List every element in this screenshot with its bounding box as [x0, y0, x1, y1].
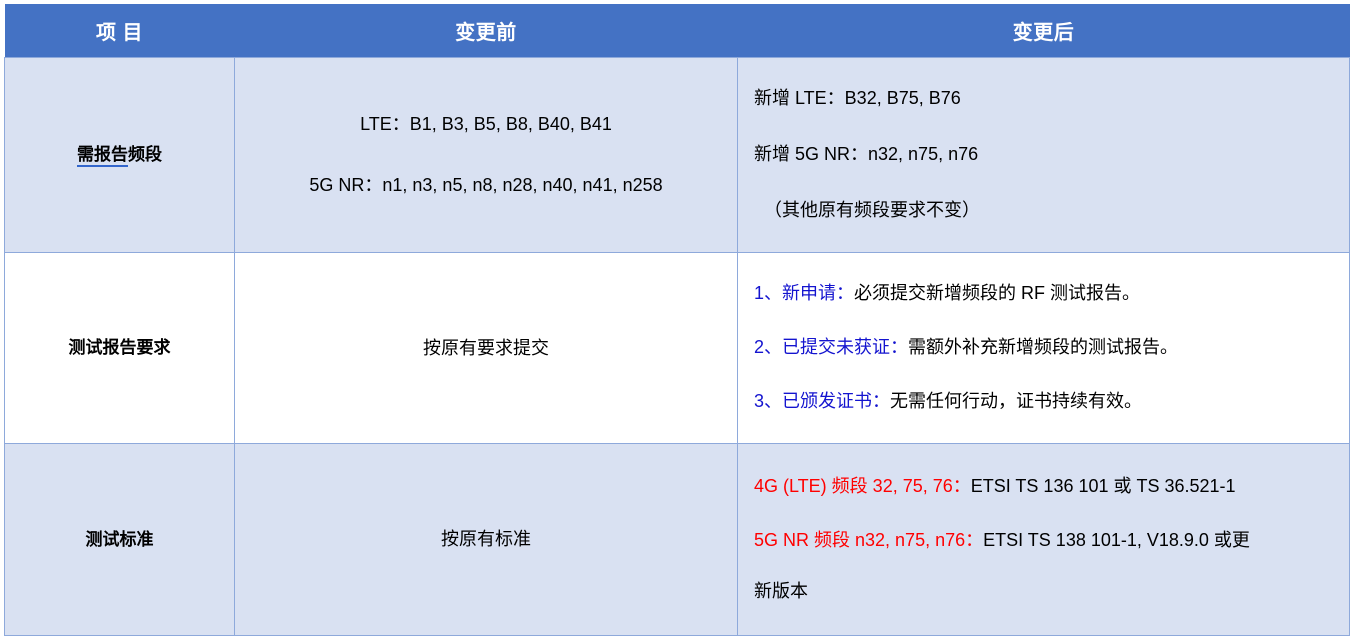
before-cell-test-report-requirement: 按原有要求提交: [234, 252, 738, 444]
standard-5g-keyword: 5G NR 频段 n32, n75, n76：: [754, 529, 984, 550]
after-added-nr-bands: 新增 5G NR：n32, n75, n76: [754, 144, 979, 165]
column-header-after: 变更后: [737, 4, 1350, 58]
item-1-description: 必须提交新增频段的 RF 测试报告。: [854, 283, 1141, 304]
row-label-cell-test-report-requirement: 测试报告要求: [4, 252, 235, 444]
row-label-underlined-part: 需报告: [77, 145, 128, 168]
after-content-test-report-requirement: 1、新申请：必须提交新增频段的 RF 测试报告。 2、已提交未获证：需额外补充新…: [738, 271, 1349, 425]
table-row: 需报告频段 LTE：B1, B3, B5, B8, B40, B41 5G NR…: [4, 57, 1350, 253]
table-header: 项 目 变更前 变更后: [4, 4, 1350, 58]
row-label-cell-reportable-bands: 需报告频段: [4, 57, 235, 253]
item-2-number: 2、: [754, 337, 783, 358]
item-3-keyword: 已颁发证书：: [782, 390, 891, 411]
row-label-cell-test-standard: 测试标准: [4, 443, 235, 636]
row-label-test-standard: 测试标准: [85, 529, 154, 549]
after-requirement-item-1: 1、新申请：必须提交新增频段的 RF 测试报告。: [754, 277, 1335, 311]
item-3-description: 无需任何行动，证书持续有效。: [890, 390, 1143, 411]
before-test-report-text: 按原有要求提交: [423, 337, 549, 358]
after-bands-note: （其他原有频段要求不变）: [764, 199, 980, 220]
standard-4g-reference: ETSI TS 136 101 或 TS 36.521-1: [970, 475, 1236, 496]
standard-5g-reference: ETSI TS 138 101-1, V18.9.0 或更: [983, 529, 1250, 550]
after-content-reportable-bands: 新增 LTE：B32, B75, B76 新增 5G NR：n32, n75, …: [738, 76, 1349, 234]
item-2-description: 需额外补充新增频段的测试报告。: [908, 337, 1179, 358]
before-test-standard-text: 按原有标准: [441, 529, 531, 550]
table-header-row: 项 目 变更前 变更后: [4, 4, 1350, 58]
change-comparison-table: 项 目 变更前 变更后 需报告频段 LTE：B1, B3, B5, B8, B4…: [4, 4, 1350, 636]
after-requirement-item-3: 3、已颁发证书：无需任何行动，证书持续有效。: [754, 385, 1335, 419]
after-cell-test-report-requirement: 1、新申请：必须提交新增频段的 RF 测试报告。 2、已提交未获证：需额外补充新…: [737, 252, 1350, 444]
item-3-number: 3、: [754, 390, 783, 411]
before-cell-reportable-bands: LTE：B1, B3, B5, B8, B40, B41 5G NR：n1, n…: [234, 57, 738, 253]
before-content-reportable-bands: LTE：B1, B3, B5, B8, B40, B41 5G NR：n1, n…: [235, 95, 737, 215]
after-added-lte-bands: 新增 LTE：B32, B75, B76: [754, 88, 961, 109]
before-content-test-report-requirement: 按原有要求提交: [235, 319, 737, 378]
row-label-plain-part: 频段: [128, 145, 162, 165]
before-lte-bands: LTE：B1, B3, B5, B8, B40, B41: [360, 114, 612, 135]
before-cell-test-standard: 按原有标准: [234, 443, 738, 636]
after-cell-reportable-bands: 新增 LTE：B32, B75, B76 新增 5G NR：n32, n75, …: [737, 57, 1350, 253]
table-row: 测试报告要求 按原有要求提交 1、新申请：必须提交新增频段的 RF 测试报告。 …: [4, 252, 1350, 444]
before-content-test-standard: 按原有标准: [235, 510, 737, 569]
row-label-test-report-requirement: 测试报告要求: [68, 338, 171, 358]
before-nr-bands: 5G NR：n1, n3, n5, n8, n28, n40, n41, n25…: [309, 175, 663, 195]
after-standard-4g-line: 4G (LTE) 频段 32, 75, 76：ETSI TS 136 101 或…: [754, 470, 1335, 504]
standard-4g-keyword: 4G (LTE) 频段 32, 75, 76：: [754, 475, 971, 496]
row-label-reportable-bands: 需报告频段: [5, 137, 234, 173]
item-1-number: 1、: [754, 283, 783, 304]
column-header-before: 变更前: [234, 4, 738, 58]
after-content-test-standard: 4G (LTE) 频段 32, 75, 76：ETSI TS 136 101 或…: [738, 464, 1349, 616]
table-row: 测试标准 按原有标准 4G (LTE) 频段 32, 75, 76：ETSI T…: [4, 443, 1350, 636]
item-1-keyword: 新申请：: [782, 283, 855, 304]
after-standard-5g-line: 5G NR 频段 n32, n75, n76：ETSI TS 138 101-1…: [754, 524, 1335, 558]
item-2-keyword: 已提交未获证：: [782, 337, 909, 358]
after-cell-test-standard: 4G (LTE) 频段 32, 75, 76：ETSI TS 136 101 或…: [737, 443, 1350, 636]
after-standard-5g-reference-continued: 新版本: [754, 581, 808, 602]
table-body: 需报告频段 LTE：B1, B3, B5, B8, B40, B41 5G NR…: [4, 57, 1350, 636]
column-header-item: 项 目: [4, 4, 235, 58]
after-requirement-item-2: 2、已提交未获证：需额外补充新增频段的测试报告。: [754, 331, 1335, 365]
change-comparison-table-wrapper: 项 目 变更前 变更后 需报告频段 LTE：B1, B3, B5, B8, B4…: [4, 4, 1350, 636]
